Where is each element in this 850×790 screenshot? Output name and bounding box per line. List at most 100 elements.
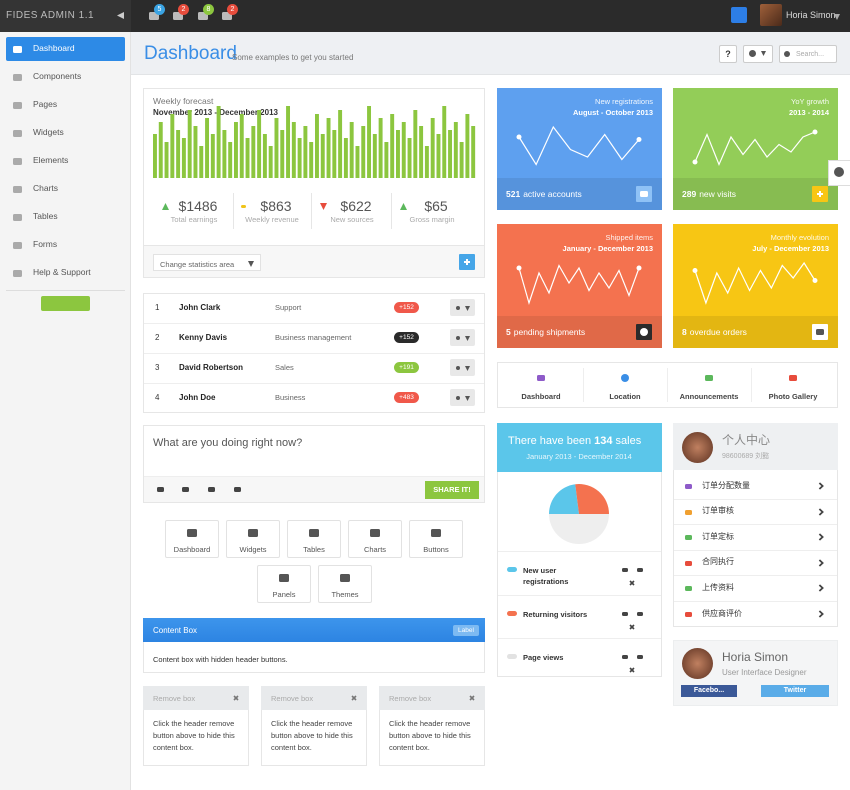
tile-period: August - October 2013 [572, 107, 653, 117]
icon [465, 336, 470, 341]
icon-shape [789, 375, 797, 381]
icon-shape [705, 375, 713, 381]
tab-label[interactable]: Announcements [679, 391, 739, 401]
icon [456, 396, 460, 400]
menu-item[interactable]: 上传资料 [702, 583, 734, 592]
remove-box-title: Remove box [389, 693, 432, 703]
shortcut-button[interactable] [287, 520, 341, 558]
apps-button[interactable] [731, 7, 747, 23]
bar [153, 134, 157, 178]
social-button[interactable]: Facebo... [681, 685, 737, 697]
legend-swatch [507, 567, 517, 572]
social-button[interactable]: Twitter [761, 685, 829, 697]
icon-shape [818, 559, 824, 567]
share-button[interactable]: SHARE IT! [425, 481, 479, 499]
icon [818, 610, 824, 618]
icon [465, 306, 470, 311]
row-action[interactable] [450, 329, 475, 346]
icon [370, 529, 380, 537]
sidebar-buttons[interactable] [41, 296, 90, 311]
legend-divider [498, 595, 661, 596]
icon-shape [13, 46, 22, 53]
bar [424, 146, 429, 178]
icon-shape [309, 529, 319, 537]
stat-tile [497, 88, 662, 210]
icon-shape [13, 186, 22, 193]
icon [431, 529, 441, 537]
sidebar-item[interactable]: Charts [33, 183, 59, 194]
shortcut-button[interactable] [409, 520, 463, 558]
notification-badge[interactable]: 2 [227, 4, 238, 15]
icon [749, 50, 756, 57]
icon-shape [622, 655, 628, 659]
notification-badge[interactable]: 2 [178, 4, 189, 15]
sidebar-item[interactable]: Dashboard [33, 43, 75, 54]
bar [239, 114, 244, 178]
user-name[interactable]: Horia Simon [786, 10, 836, 21]
sidebar-item[interactable]: Elements [33, 155, 69, 166]
sparkline-dot [636, 265, 642, 271]
brand-area [0, 0, 131, 32]
sparkline-dot [516, 265, 522, 271]
icon [816, 329, 824, 335]
sidebar-item[interactable]: Components [33, 71, 82, 82]
sidebar-item[interactable]: Pages [33, 99, 58, 110]
shortcut-button[interactable] [226, 520, 280, 558]
shortcut-button[interactable] [318, 565, 372, 603]
menu-item[interactable]: 订单审核 [702, 506, 734, 516]
sidebar-item[interactable]: Help & Support [33, 267, 91, 278]
row-department: Business [275, 392, 306, 402]
legend-divider [498, 551, 661, 552]
sidebar-item[interactable]: Widgets [33, 127, 64, 138]
shortcut-button[interactable] [348, 520, 402, 558]
sparkline [518, 264, 640, 306]
badge-text: +152 [399, 334, 414, 341]
icon-shape [456, 306, 460, 310]
menu-item[interactable]: 供应商评价 [702, 608, 742, 618]
icon [400, 203, 407, 210]
select-text: Change statistics area [160, 260, 235, 269]
menu-item[interactable]: 订单分配数量 [702, 480, 750, 490]
menu-item[interactable]: 订单定标 [702, 531, 734, 541]
bar [332, 130, 337, 178]
row-badge: +152 [394, 302, 419, 313]
shortcut-button[interactable] [257, 565, 311, 603]
icon-shape [818, 507, 824, 516]
stats-select[interactable]: Change statistics area [153, 254, 261, 271]
shortcut-button[interactable] [165, 520, 219, 558]
badge-text: +152 [399, 304, 414, 311]
icon [279, 574, 289, 582]
bar [257, 110, 262, 178]
settings-button[interactable] [743, 45, 773, 63]
help-button[interactable]: ? [719, 45, 737, 63]
bar [280, 130, 285, 178]
tab-label[interactable]: Dashboard [521, 391, 561, 401]
notification-badge[interactable]: 8 [203, 4, 214, 15]
status-input[interactable]: What are you doing right now? [153, 436, 303, 449]
icon[interactable] [232, 694, 240, 702]
icon-shape [233, 695, 239, 701]
legend-swatch [507, 654, 517, 659]
icon[interactable] [350, 694, 358, 702]
icon-shape [248, 261, 254, 267]
tab-label[interactable]: Location [609, 391, 641, 401]
sidebar-item[interactable]: Forms [33, 239, 58, 250]
sidebar-item[interactable]: Tables [33, 211, 58, 222]
content-box-header [143, 618, 485, 642]
search-input[interactable]: Search... [779, 45, 837, 63]
icon[interactable] [468, 694, 476, 702]
icon-shape [621, 374, 629, 382]
bar [390, 114, 395, 178]
tab-divider [751, 368, 752, 402]
notification-badge[interactable]: 5 [154, 4, 165, 15]
icon-shape [208, 487, 215, 492]
row-action[interactable] [450, 389, 475, 406]
row-action[interactable] [450, 359, 475, 376]
tile-count: 8 [682, 327, 687, 337]
tab-label[interactable]: Photo Gallery [768, 391, 818, 401]
row-action[interactable] [450, 299, 475, 316]
menu-item[interactable]: 合同执行 [702, 557, 734, 567]
icon [685, 560, 692, 566]
stat-divider [391, 193, 392, 229]
tile-footer [673, 178, 838, 210]
